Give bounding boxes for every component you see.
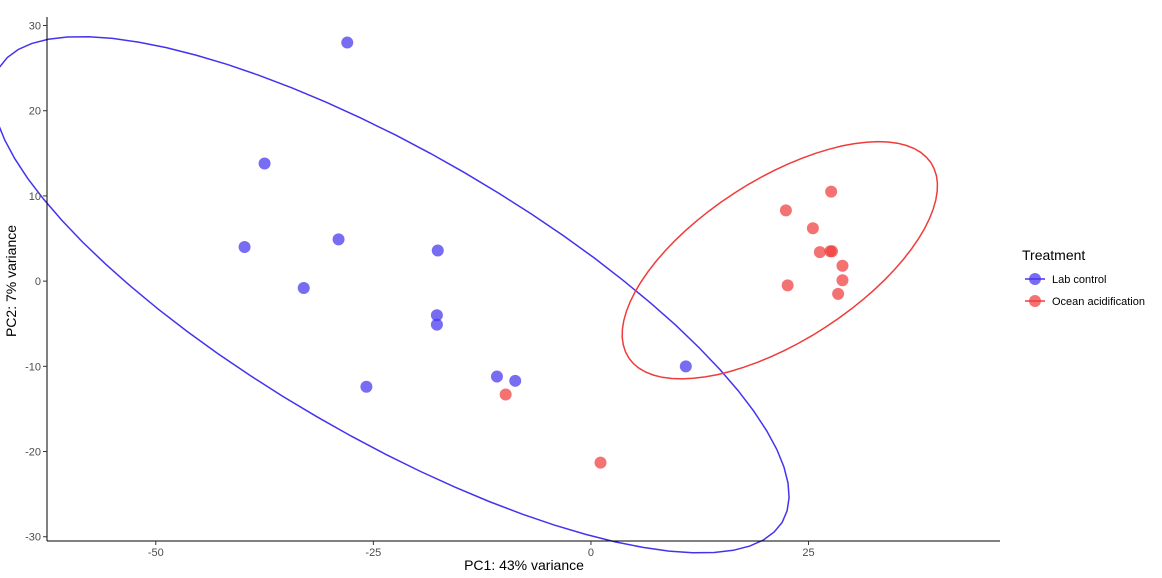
point-lab-control xyxy=(430,318,443,331)
point-lab-control xyxy=(341,36,354,49)
legend-key-point xyxy=(1029,295,1041,307)
point-lab-control xyxy=(360,380,373,393)
point-ocean-acidification xyxy=(806,222,819,235)
x-axis-title: PC1: 43% variance xyxy=(464,557,584,573)
point-lab-control xyxy=(679,360,692,373)
point-ocean-acidification xyxy=(781,279,794,292)
y-axis-title: PC2: 7% variance xyxy=(3,225,19,337)
legend-label: Ocean acidification xyxy=(1052,296,1145,308)
point-lab-control xyxy=(332,233,345,246)
y-tick-label: 10 xyxy=(29,191,41,203)
point-lab-control xyxy=(431,244,444,257)
point-ocean-acidification xyxy=(836,274,849,287)
ellipse-lab-control xyxy=(0,35,790,554)
legend-key-point xyxy=(1029,273,1041,285)
point-lab-control xyxy=(238,241,251,254)
point-ocean-acidification xyxy=(499,388,512,401)
point-lab-control xyxy=(297,281,310,294)
y-tick-label: 20 xyxy=(29,106,41,118)
x-tick-label: -50 xyxy=(148,547,164,559)
confidence-ellipses xyxy=(0,35,939,554)
legend-label: Lab control xyxy=(1052,274,1106,286)
ellipse-ocean-acidification xyxy=(621,140,939,380)
point-ocean-acidification xyxy=(779,204,792,217)
y-axis-ticks: -30 -20 -10 0 10 20 30 xyxy=(25,21,47,544)
legend-items: Lab control Ocean acidification xyxy=(1025,273,1145,308)
y-tick-label: 30 xyxy=(29,21,41,33)
legend: Treatment Lab control Ocean acidification xyxy=(1022,247,1145,308)
point-lab-control xyxy=(430,309,443,322)
y-tick-label: -10 xyxy=(25,361,41,373)
x-tick-label: -25 xyxy=(365,547,381,559)
data-points xyxy=(238,36,849,469)
x-tick-label: 0 xyxy=(588,547,594,559)
point-lab-control xyxy=(490,370,503,383)
legend-title: Treatment xyxy=(1022,247,1085,263)
x-tick-label: 25 xyxy=(802,547,814,559)
point-lab-control xyxy=(258,157,271,170)
point-ocean-acidification xyxy=(832,287,845,300)
legend-item-ocean-acidification: Ocean acidification xyxy=(1025,295,1145,308)
y-tick-label: 0 xyxy=(35,276,41,288)
point-ocean-acidification xyxy=(825,185,838,198)
point-ocean-acidification xyxy=(594,456,607,469)
x-axis-ticks: -50 -25 0 25 xyxy=(148,541,815,559)
y-tick-label: -30 xyxy=(25,532,41,544)
point-ocean-acidification xyxy=(836,259,849,272)
y-tick-label: -20 xyxy=(25,447,41,459)
point-ocean-acidification xyxy=(826,245,839,258)
point-lab-control xyxy=(509,374,522,387)
axes: -50 -25 0 25 -30 -20 -10 0 10 20 30 xyxy=(25,17,1000,559)
point-ocean-acidification xyxy=(813,246,826,259)
legend-item-lab-control: Lab control xyxy=(1025,273,1106,286)
